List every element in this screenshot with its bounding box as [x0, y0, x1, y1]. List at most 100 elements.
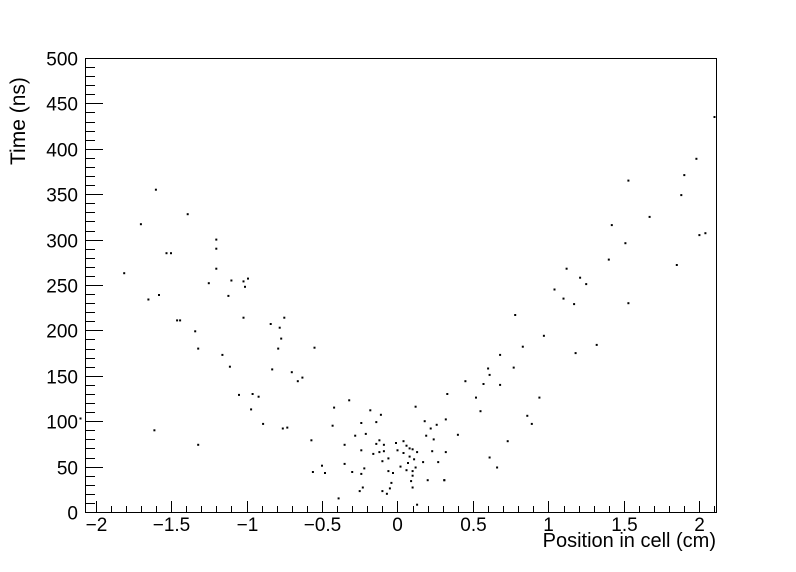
- data-point: [123, 272, 126, 275]
- data-point: [333, 406, 336, 409]
- data-point: [360, 449, 363, 452]
- data-point: [444, 418, 447, 421]
- data-point: [379, 413, 382, 416]
- data-point: [530, 422, 533, 425]
- data-point: [238, 393, 240, 396]
- data-point: [414, 466, 417, 469]
- data-point: [521, 345, 524, 348]
- data-point: [354, 434, 357, 437]
- data-point: [283, 316, 286, 319]
- data-point: [351, 471, 354, 473]
- data-point: [250, 408, 253, 411]
- data-point: [411, 470, 414, 473]
- data-point: [158, 294, 160, 296]
- data-point: [360, 422, 363, 424]
- data-point: [680, 194, 683, 197]
- data-point: [425, 434, 428, 437]
- data-point: [416, 503, 419, 506]
- data-point: [413, 458, 416, 461]
- data-point: [512, 366, 515, 369]
- data-point: [496, 466, 499, 469]
- data-point: [242, 280, 245, 283]
- data-point: [331, 424, 334, 427]
- data-point: [382, 443, 385, 446]
- data-point: [388, 487, 391, 490]
- data-point: [215, 238, 218, 241]
- data-point: [372, 452, 375, 455]
- data-point: [313, 346, 316, 349]
- y-tick-label: 450: [46, 95, 78, 116]
- y-tick-label: 100: [46, 413, 78, 434]
- data-point: [627, 302, 630, 305]
- x-tick-label: 1: [543, 515, 554, 536]
- data-point: [176, 319, 179, 322]
- data-point: [247, 277, 249, 280]
- data-point: [695, 157, 698, 160]
- x-tick-label: −1.5: [153, 515, 191, 536]
- data-point: [278, 326, 281, 329]
- data-point: [337, 497, 340, 500]
- data-point: [437, 461, 440, 464]
- data-point: [698, 234, 701, 237]
- data-point: [179, 319, 182, 322]
- data-point: [286, 426, 289, 429]
- data-point: [553, 288, 556, 291]
- data-point: [396, 449, 399, 452]
- data-point: [579, 276, 582, 279]
- data-point: [487, 367, 490, 370]
- data-point: [290, 371, 293, 374]
- data-point: [375, 421, 378, 424]
- x-tick-label: 0.5: [460, 515, 486, 536]
- data-point: [154, 188, 157, 191]
- y-tick-label: 50: [57, 459, 78, 480]
- data-point: [227, 294, 230, 297]
- data-point: [488, 456, 491, 459]
- data-point: [405, 444, 408, 447]
- y-tick-label: 400: [46, 141, 78, 162]
- data-point: [607, 258, 610, 261]
- data-point: [475, 396, 477, 399]
- data-point: [411, 474, 414, 477]
- x-tick-label: 1.5: [611, 515, 637, 536]
- data-point: [585, 283, 588, 286]
- x-tick-label: −1: [237, 515, 259, 536]
- data-point: [704, 232, 707, 235]
- data-point: [514, 314, 517, 316]
- data-point: [310, 439, 313, 442]
- data-point: [407, 462, 409, 464]
- data-point: [683, 174, 686, 177]
- data-point: [429, 427, 432, 430]
- data-point: [262, 422, 265, 425]
- data-point: [392, 472, 394, 474]
- data-point: [499, 353, 502, 356]
- data-point: [402, 440, 405, 443]
- x-tick-label: −0.5: [304, 515, 342, 536]
- data-point: [153, 429, 156, 432]
- data-point: [408, 447, 411, 450]
- data-point: [482, 383, 485, 385]
- data-point: [479, 410, 482, 413]
- data-point: [565, 267, 568, 270]
- data-point: [324, 472, 326, 474]
- data-point: [390, 481, 393, 484]
- data-point: [230, 279, 233, 282]
- data-point: [464, 380, 467, 383]
- data-point: [281, 427, 284, 430]
- data-point: [343, 462, 346, 465]
- data-point: [197, 347, 200, 350]
- data-point: [369, 409, 372, 412]
- x-tick-label: −2: [86, 515, 108, 536]
- data-point: [382, 450, 385, 453]
- data-point: [378, 451, 381, 454]
- data-point: [443, 479, 446, 482]
- data-point: [444, 451, 447, 454]
- data-point: [348, 399, 351, 402]
- data-point: [186, 213, 189, 216]
- data-point: [423, 420, 426, 423]
- data-point: [627, 179, 630, 182]
- plot-frame: [85, 58, 717, 513]
- data-point: [215, 267, 218, 270]
- data-points: [79, 116, 716, 506]
